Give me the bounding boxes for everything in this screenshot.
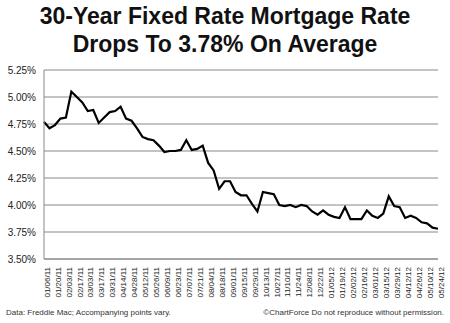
svg-text:11/10/11: 11/10/11	[283, 266, 292, 297]
svg-text:03/29/12: 03/29/12	[393, 266, 402, 298]
svg-text:01/20/11: 01/20/11	[54, 266, 63, 297]
svg-text:08/04/11: 08/04/11	[207, 266, 216, 297]
svg-text:05/24/12: 05/24/12	[437, 266, 442, 298]
svg-text:04/28/11: 04/28/11	[130, 266, 139, 297]
svg-text:07/07/11: 07/07/11	[185, 266, 194, 297]
svg-text:04/12/12: 04/12/12	[404, 266, 413, 298]
svg-text:09/01/11: 09/01/11	[229, 266, 238, 297]
svg-text:04/26/12: 04/26/12	[415, 266, 424, 298]
svg-text:05/10/12: 05/10/12	[426, 266, 435, 298]
svg-text:10/13/11: 10/13/11	[262, 266, 271, 297]
svg-text:03/15/12: 03/15/12	[382, 266, 391, 298]
svg-text:02/03/11: 02/03/11	[65, 266, 74, 297]
svg-text:12/08/11: 12/08/11	[305, 266, 314, 297]
svg-text:3.50%: 3.50%	[8, 254, 36, 265]
svg-text:07/21/11: 07/21/11	[196, 266, 205, 297]
svg-text:5.00%: 5.00%	[8, 92, 36, 103]
svg-text:06/23/11: 06/23/11	[174, 266, 183, 297]
svg-text:03/31/11: 03/31/11	[108, 266, 117, 297]
svg-text:3.75%: 3.75%	[8, 227, 36, 238]
svg-text:09/29/11: 09/29/11	[251, 266, 260, 297]
svg-text:01/06/11: 01/06/11	[43, 266, 52, 297]
svg-text:06/09/11: 06/09/11	[163, 266, 172, 297]
svg-text:05/26/11: 05/26/11	[152, 266, 161, 297]
svg-text:12/22/11: 12/22/11	[316, 266, 325, 297]
svg-text:4.50%: 4.50%	[8, 146, 36, 157]
html-text:Drops To 3.78% On Average: Drops To 3.78% On Average	[72, 31, 378, 57]
svg-text:4.00%: 4.00%	[8, 200, 36, 211]
svg-text:10/27/11: 10/27/11	[273, 266, 282, 297]
svg-text:02/02/12: 02/02/12	[349, 266, 358, 298]
svg-text:01/19/12: 01/19/12	[338, 266, 347, 298]
svg-text:4.25%: 4.25%	[8, 173, 36, 184]
svg-text:03/01/12: 03/01/12	[371, 266, 380, 298]
svg-text:03/03/11: 03/03/11	[86, 266, 95, 297]
svg-text:02/16/12: 02/16/12	[360, 266, 369, 298]
svg-text:08/18/11: 08/18/11	[218, 266, 227, 297]
svg-text:4.75%: 4.75%	[8, 119, 36, 130]
svg-text:09/15/11: 09/15/11	[240, 266, 249, 297]
svg-text:5.25%: 5.25%	[8, 65, 36, 76]
svg-text:03/17/11: 03/17/11	[97, 266, 106, 297]
svg-text:01/05/12: 01/05/12	[327, 266, 336, 298]
svg-text:04/14/11: 04/14/11	[119, 266, 128, 297]
html-text:©ChartForce Do not reproduce w: ©ChartForce Do not reproduce without per…	[263, 308, 444, 317]
html-text:Data: Freddie Mac; Accompanyin: Data: Freddie Mac; Accompanying points v…	[6, 308, 171, 317]
html-text:30-Year Fixed Rate Mortgage Ra: 30-Year Fixed Rate Mortgage Rate	[39, 3, 411, 29]
svg-text:02/17/11: 02/17/11	[76, 266, 85, 297]
svg-text:05/12/11: 05/12/11	[141, 266, 150, 297]
svg-text:11/24/11: 11/24/11	[294, 266, 303, 297]
